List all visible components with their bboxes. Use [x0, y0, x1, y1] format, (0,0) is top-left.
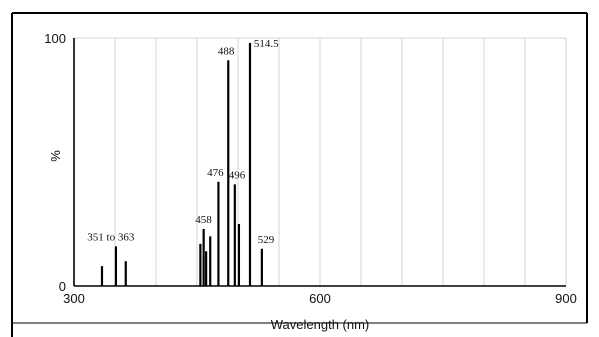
- spectral-line: [248, 42, 252, 287]
- y-axis-label: %: [48, 150, 63, 162]
- line-annotations: 351 to 363 458 476 488 496 514.5 529: [87, 38, 279, 246]
- x-tick-label: 300: [63, 291, 85, 306]
- y-tick-labels: 0 100: [44, 31, 66, 294]
- spectral-line: [199, 243, 202, 286]
- spectral-line: [202, 228, 205, 286]
- spectral-line: [237, 224, 241, 286]
- line-label: 458: [195, 214, 212, 226]
- x-axis-label: Wavelength (nm): [271, 317, 370, 332]
- x-tick-labels: 300 600 900: [63, 291, 577, 306]
- spectral-line: [100, 266, 104, 286]
- x-tick-label: 600: [309, 291, 331, 306]
- y-tick-label: 0: [59, 279, 66, 294]
- x-tick-label: 900: [555, 291, 577, 306]
- line-label: 488: [218, 45, 235, 57]
- spectral-line: [114, 246, 118, 286]
- spectral-line: [209, 236, 212, 286]
- line-label: 476: [207, 167, 224, 179]
- line-label: 351 to 363: [87, 231, 135, 243]
- grid-lines: [74, 37, 567, 286]
- spectral-line: [124, 261, 127, 286]
- spectral-line: [233, 184, 236, 286]
- spectral-line: [205, 251, 208, 286]
- line-label: 514.5: [254, 38, 279, 50]
- spectral-line: [227, 60, 230, 286]
- y-tick-label: 100: [44, 31, 66, 46]
- spectral-lines: [100, 42, 263, 287]
- spectral-line: [260, 248, 263, 286]
- spectral-line: [217, 181, 220, 286]
- line-label: 529: [258, 234, 275, 246]
- line-label: 496: [229, 169, 246, 181]
